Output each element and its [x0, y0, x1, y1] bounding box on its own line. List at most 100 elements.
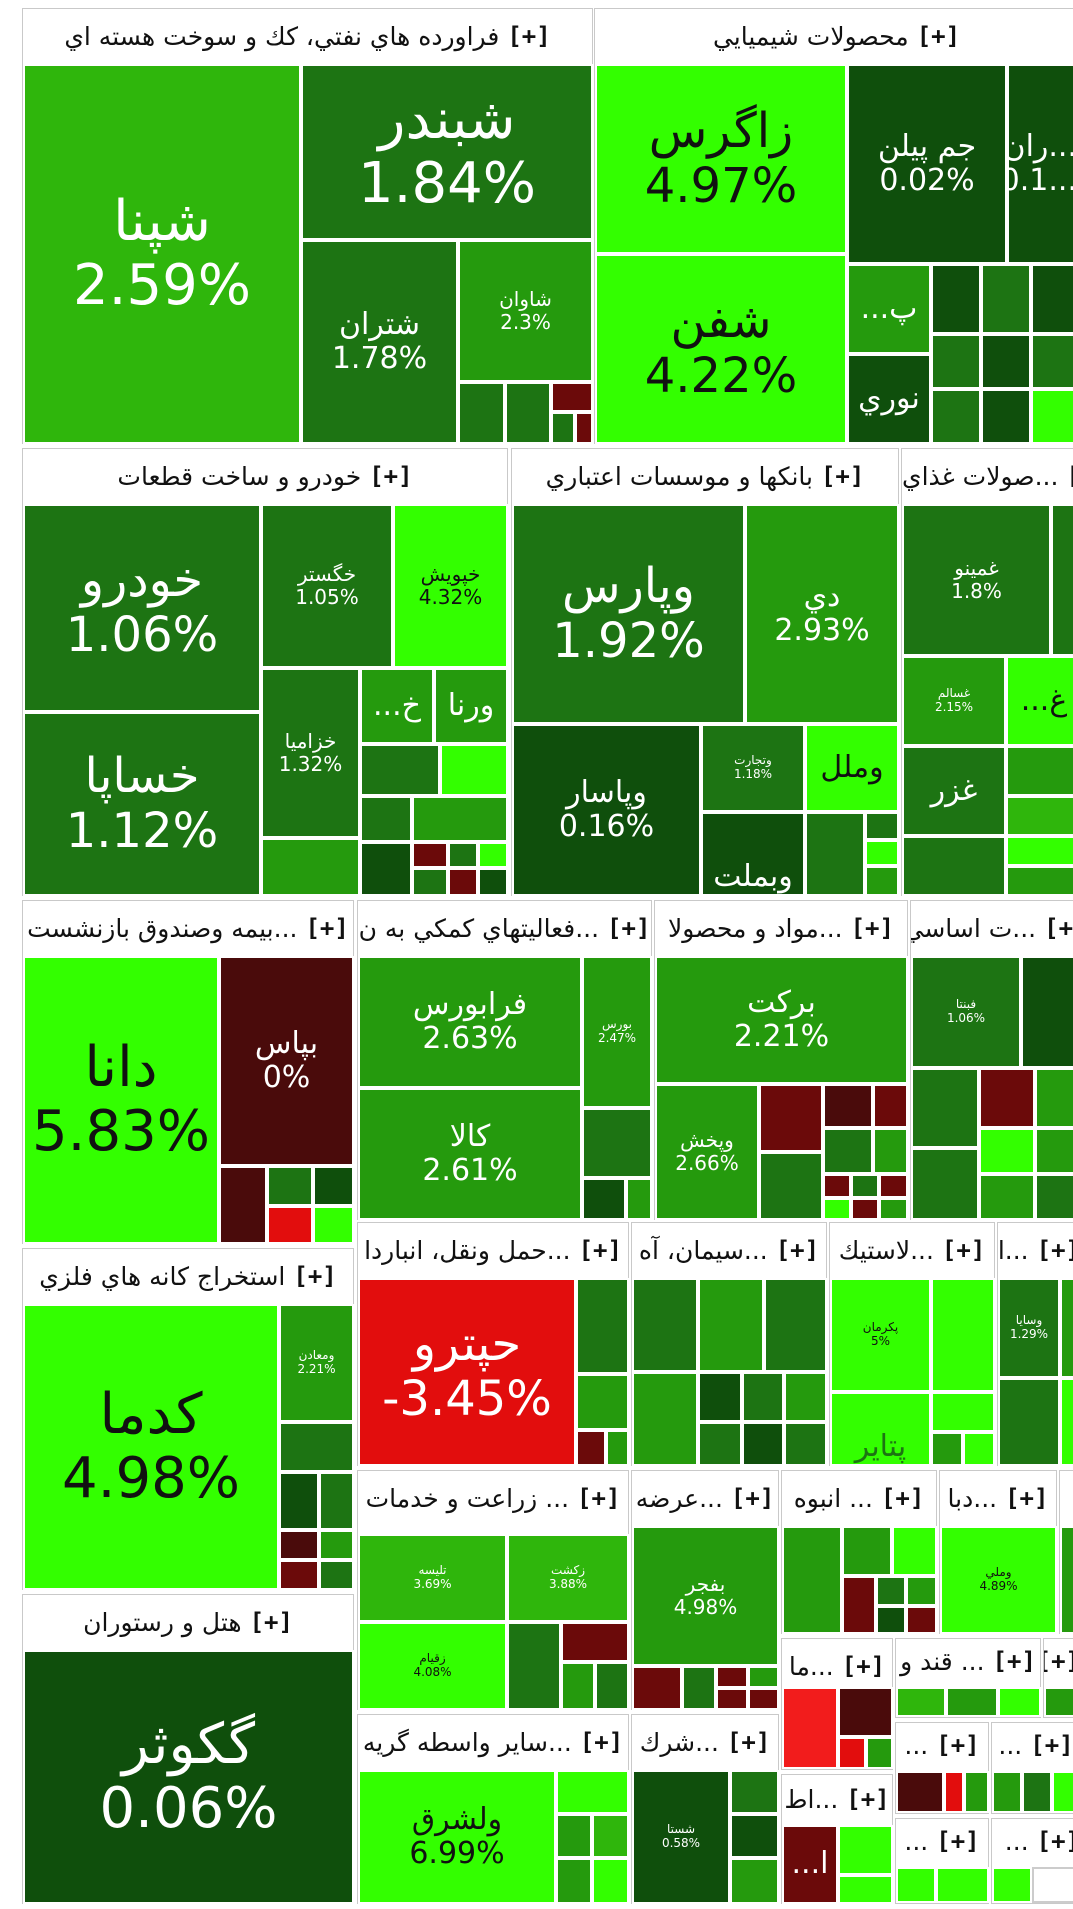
stock-tile[interactable] [1035, 1174, 1073, 1220]
expand-button[interactable]: [+] [775, 1236, 820, 1264]
stock-tile[interactable] [219, 1166, 267, 1244]
stock-tile[interactable] [782, 1526, 842, 1634]
stock-tile[interactable] [279, 1422, 354, 1472]
stock-tile-fbnta[interactable]: فبنتا 1.06% [911, 956, 1021, 1068]
stock-tile[interactable] [748, 1688, 779, 1710]
stock-tile[interactable] [876, 1576, 906, 1606]
stock-tile-varna[interactable]: ورنا [434, 668, 508, 744]
stock-tile[interactable] [879, 1198, 908, 1220]
stock-tile[interactable] [551, 382, 593, 412]
stock-tile-gkowsar[interactable]: گكوثر 0.06% [23, 1650, 354, 1904]
stock-tile-farabourse[interactable]: فرابورس 2.63% [358, 956, 582, 1088]
stock-tile-vmelli[interactable]: وملي 4.89% [940, 1526, 1057, 1634]
stock-tile[interactable] [936, 1867, 989, 1903]
expand-button[interactable]: [+] [1066, 462, 1073, 490]
stock-tile[interactable] [865, 812, 899, 840]
stock-tile[interactable] [412, 868, 448, 896]
stock-tile-shasta[interactable]: شستا 0.58% [632, 1770, 730, 1904]
stock-tile[interactable] [1022, 1771, 1052, 1813]
stock-tile-khgostar[interactable]: خگستر 1.05% [261, 504, 393, 668]
expand-button[interactable]: [+] [941, 1236, 986, 1264]
stock-tile[interactable] [979, 1128, 1035, 1174]
stock-tile-khodro[interactable]: خودرو 1.06% [23, 504, 261, 712]
stock-tile[interactable] [931, 1278, 995, 1392]
stock-tile-ptayer[interactable]: پتاير [830, 1392, 931, 1466]
stock-tile[interactable] [319, 1560, 354, 1590]
expand-button[interactable]: [+] [841, 1652, 886, 1680]
stock-tile[interactable] [1060, 1378, 1073, 1466]
stock-tile[interactable] [730, 1858, 779, 1904]
stock-tile[interactable] [873, 1084, 908, 1128]
stock-tile[interactable] [595, 1662, 629, 1710]
stock-tile[interactable] [448, 868, 478, 896]
stock-tile[interactable] [632, 1666, 682, 1710]
stock-tile-pkerman[interactable]: پكرمان 5% [830, 1278, 931, 1392]
expand-button[interactable]: [+] [578, 1236, 622, 1264]
stock-tile[interactable] [576, 1374, 629, 1430]
expand-button[interactable]: [+] [369, 462, 413, 490]
stock-tile[interactable] [784, 1422, 827, 1466]
stock-tile-shtaran[interactable]: شتران 1.78% [301, 240, 458, 444]
stock-tile[interactable] [998, 1687, 1041, 1717]
expand-button[interactable]: [+] [1036, 1827, 1073, 1855]
stock-tile[interactable] [319, 1472, 354, 1530]
stock-tile[interactable] [556, 1858, 592, 1904]
expand-button[interactable]: [+] [1044, 914, 1073, 942]
stock-tile[interactable] [876, 1606, 906, 1634]
stock-tile[interactable] [1044, 1687, 1073, 1717]
stock-tile[interactable] [838, 1687, 893, 1737]
stock-tile[interactable] [556, 1770, 629, 1814]
expand-button[interactable]: [+] [992, 1647, 1036, 1675]
stock-tile[interactable] [1060, 1526, 1073, 1634]
stock-tile-shpna[interactable]: شپنا 2.59% [23, 64, 301, 444]
stock-tile[interactable] [764, 1278, 827, 1372]
stock-tile-shafan[interactable]: شفن 4.22% [595, 254, 847, 444]
stock-tile[interactable] [360, 842, 412, 896]
stock-tile-zqiyam[interactable]: زقيام 4.08% [358, 1622, 507, 1710]
stock-tile[interactable] [979, 1068, 1035, 1128]
stock-tile[interactable] [838, 1825, 893, 1875]
stock-tile[interactable] [823, 1174, 851, 1198]
stock-tile[interactable] [911, 1068, 979, 1148]
stock-tile[interactable] [981, 264, 1031, 334]
stock-tile-zagros[interactable]: زاگرس 4.97% [595, 64, 847, 254]
stock-tile[interactable] [1031, 389, 1073, 444]
stock-tile[interactable] [842, 1526, 892, 1576]
stock-tile[interactable] [319, 1530, 354, 1560]
expand-button[interactable]: [+] [507, 22, 551, 50]
stock-tile[interactable] [742, 1372, 784, 1422]
stock-tile[interactable] [1031, 334, 1073, 389]
stock-tile-chem-3[interactable]: ...ران 0.1... [1007, 64, 1073, 264]
stock-tile[interactable] [931, 264, 981, 334]
stock-tile-vbmellat[interactable]: وبملت [701, 812, 805, 896]
expand-button[interactable]: [+] [607, 914, 651, 942]
stock-tile[interactable] [458, 382, 505, 444]
stock-tile[interactable] [279, 1472, 319, 1530]
stock-tile[interactable] [556, 1814, 592, 1858]
stock-tile[interactable] [632, 1278, 698, 1372]
stock-tile[interactable] [360, 796, 412, 842]
stock-tile[interactable] [1035, 1128, 1073, 1174]
expand-button[interactable]: [+] [1036, 1236, 1073, 1264]
stock-tile[interactable] [902, 836, 1006, 896]
stock-tile-shbandar[interactable]: شبندر 1.84% [301, 64, 593, 240]
stock-tile[interactable] [782, 1687, 838, 1769]
stock-tile[interactable] [963, 1432, 995, 1466]
stock-tile[interactable] [759, 1084, 823, 1152]
stock-tile[interactable] [931, 389, 981, 444]
stock-tile[interactable] [896, 1867, 936, 1903]
stock-tile[interactable] [906, 1576, 937, 1606]
expand-button[interactable]: [+] [1044, 1647, 1073, 1675]
stock-tile-bpas[interactable]: بپاس 0% [219, 956, 354, 1166]
expand-button[interactable]: [+] [249, 1608, 293, 1636]
expand-button[interactable]: [+] [730, 1484, 775, 1512]
expand-button[interactable]: [+] [1005, 1484, 1049, 1512]
stock-tile[interactable] [1035, 1068, 1073, 1128]
stock-tile[interactable] [412, 842, 448, 868]
stock-tile[interactable] [313, 1206, 354, 1244]
stock-tile-valshargh[interactable]: ولشرق 6.99% [358, 1770, 556, 1904]
expand-button[interactable]: [+] [1030, 1731, 1073, 1759]
stock-tile[interactable] [823, 1128, 873, 1174]
stock-tile-khzamia[interactable]: خزاميا 1.32% [261, 668, 360, 838]
expand-button[interactable]: [+] [577, 1484, 621, 1512]
